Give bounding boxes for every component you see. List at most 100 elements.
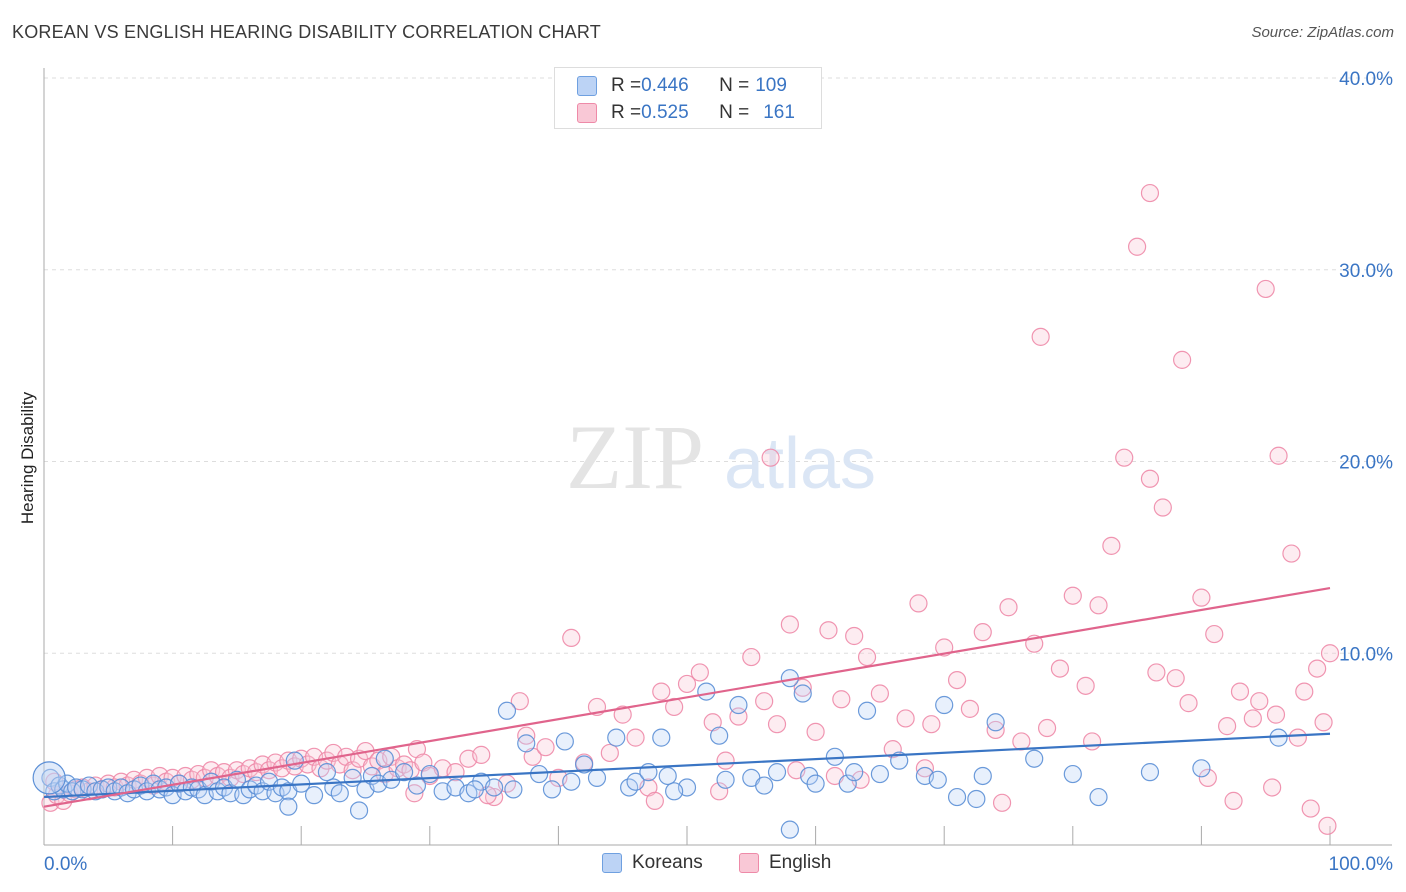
english-point bbox=[870, 684, 890, 703]
english-point bbox=[1012, 732, 1031, 751]
english-point bbox=[1198, 768, 1217, 787]
english-point bbox=[1288, 728, 1307, 747]
english-point bbox=[1140, 183, 1160, 203]
english-trend-line bbox=[43, 586, 1331, 808]
koreans-point bbox=[935, 695, 954, 715]
english-point bbox=[1089, 596, 1108, 615]
y-tick-label: 10.0% bbox=[1339, 644, 1393, 665]
koreans-point bbox=[485, 778, 504, 797]
english-point bbox=[986, 720, 1005, 740]
english-point bbox=[517, 726, 536, 745]
english-point bbox=[1295, 682, 1314, 701]
koreans-point bbox=[780, 820, 799, 839]
english-point bbox=[755, 692, 774, 711]
english-point bbox=[1082, 732, 1102, 751]
english-legend-swatch bbox=[739, 853, 759, 873]
koreans-point bbox=[1140, 763, 1160, 782]
koreans-swatch bbox=[577, 76, 597, 96]
english-point bbox=[1263, 778, 1282, 797]
english-point bbox=[1250, 692, 1269, 711]
y-tick-label: 40.0% bbox=[1339, 69, 1393, 90]
english-point bbox=[343, 761, 362, 780]
r-label: R = bbox=[611, 102, 642, 123]
english-point bbox=[819, 621, 838, 640]
koreans-point-large bbox=[32, 761, 66, 795]
english-point bbox=[1243, 709, 1262, 728]
english-point bbox=[1179, 694, 1198, 713]
koreans-point bbox=[1192, 759, 1211, 778]
english-point bbox=[780, 615, 799, 634]
koreans-point bbox=[375, 749, 394, 768]
koreans-point bbox=[767, 763, 787, 782]
english-point bbox=[1173, 350, 1192, 369]
english-point bbox=[1266, 705, 1286, 724]
koreans-point bbox=[607, 728, 626, 747]
english-point bbox=[767, 715, 787, 734]
english-point bbox=[1140, 469, 1160, 488]
koreans-point bbox=[1025, 749, 1044, 768]
english-point bbox=[690, 663, 709, 682]
axes bbox=[43, 68, 1392, 846]
english-point bbox=[806, 722, 825, 741]
koreans-point bbox=[575, 755, 594, 774]
english-point bbox=[1147, 663, 1166, 682]
english-point bbox=[485, 787, 504, 807]
english-point bbox=[742, 647, 761, 667]
chart-title: KOREAN VS ENGLISH HEARING DISABILITY COR… bbox=[12, 22, 601, 42]
legend-item-koreans: Koreans bbox=[602, 852, 703, 874]
series-english-points bbox=[41, 183, 1340, 835]
english-point bbox=[1115, 448, 1134, 467]
y-tick-label: 20.0% bbox=[1339, 453, 1393, 474]
watermark-zip: ZIP bbox=[566, 406, 704, 508]
n-label: N = bbox=[719, 102, 750, 123]
n-value: 161 bbox=[763, 102, 795, 123]
koreans-point bbox=[967, 789, 986, 809]
english-point bbox=[1224, 791, 1243, 810]
english-point bbox=[710, 782, 729, 801]
koreans-point bbox=[349, 801, 369, 820]
koreans-point bbox=[890, 751, 909, 770]
english-point bbox=[973, 623, 992, 642]
english-point bbox=[562, 628, 581, 648]
english-point bbox=[1127, 237, 1147, 256]
koreans-point bbox=[562, 772, 581, 791]
english-point bbox=[1308, 659, 1327, 678]
koreans-point bbox=[697, 682, 716, 701]
koreans-point bbox=[857, 701, 877, 720]
stats-row-english: R = 0.525 N = 161 bbox=[577, 101, 795, 125]
series-koreans-points bbox=[32, 669, 1288, 839]
koreans-point bbox=[330, 784, 349, 803]
english-point bbox=[1076, 676, 1095, 695]
koreans-point bbox=[986, 713, 1005, 732]
english-point bbox=[1050, 659, 1070, 678]
english-point bbox=[1320, 644, 1340, 663]
r-value: 0.525 bbox=[641, 102, 689, 123]
english-point bbox=[935, 638, 954, 657]
koreans-point bbox=[665, 782, 684, 801]
n-value: 109 bbox=[755, 75, 787, 96]
watermark-atlas: atlas bbox=[724, 424, 876, 504]
koreans-trend-line bbox=[43, 732, 1331, 799]
koreans-point bbox=[716, 770, 735, 789]
n-label: N = bbox=[719, 75, 750, 96]
koreans-point bbox=[394, 763, 414, 782]
koreans-point bbox=[928, 770, 947, 789]
koreans-point bbox=[420, 764, 439, 784]
english-point bbox=[536, 738, 555, 757]
english-point bbox=[1166, 669, 1185, 688]
koreans-point bbox=[755, 776, 774, 795]
english-point bbox=[613, 705, 632, 724]
english-point bbox=[909, 594, 928, 613]
english-point bbox=[992, 793, 1012, 812]
english-point bbox=[857, 647, 877, 667]
koreans-point bbox=[465, 780, 484, 799]
english-point bbox=[1192, 588, 1211, 607]
english-point bbox=[883, 740, 902, 759]
english-point bbox=[793, 678, 812, 697]
stats-row-koreans: R = 0.446 N = 109 bbox=[577, 74, 787, 98]
english-point bbox=[999, 598, 1018, 617]
english-point bbox=[845, 626, 864, 646]
koreans-point bbox=[838, 774, 857, 793]
stats-legend: R = 0.446 N = 109 R = 0.525 N = 161 bbox=[554, 67, 822, 129]
koreans-point bbox=[947, 787, 967, 807]
